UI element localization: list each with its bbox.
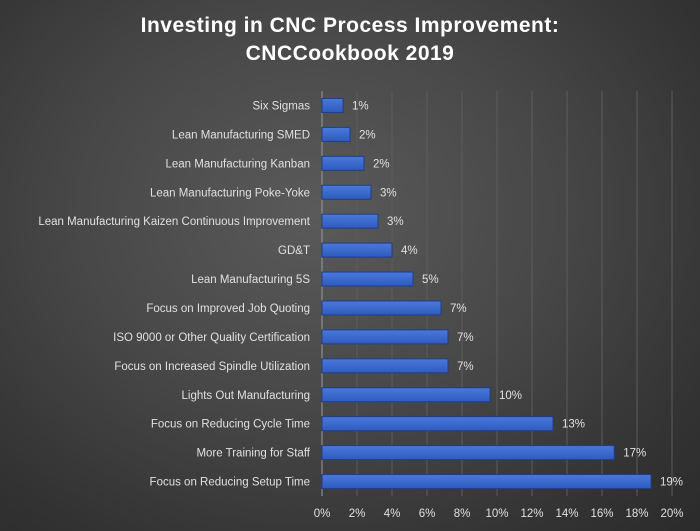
x-tick-label: 4% <box>384 508 401 520</box>
data-label: 2% <box>359 129 376 141</box>
bar <box>321 387 491 403</box>
category-label: Focus on Improved Job Quoting <box>146 303 310 315</box>
x-tick-label: 18% <box>625 508 648 520</box>
category-label: Six Sigmas <box>252 100 310 112</box>
category-label: Lights Out Manufacturing <box>182 390 311 402</box>
category-label: Lean Manufacturing SMED <box>172 129 310 141</box>
bar <box>321 271 414 287</box>
x-tick-label: 8% <box>454 508 471 520</box>
category-label: GD&T <box>278 245 310 257</box>
bar <box>321 242 393 258</box>
x-tick-label: 0% <box>314 508 331 520</box>
category-label: Lean Manufacturing Kanban <box>166 158 311 170</box>
bar <box>321 184 372 200</box>
category-label: Focus on Increased Spindle Utilization <box>114 361 310 373</box>
category-label: Lean Manufacturing Poke-Yoke <box>150 187 310 199</box>
data-label: 17% <box>623 448 646 460</box>
bar <box>321 445 615 461</box>
x-tick-label: 16% <box>590 508 613 520</box>
data-label: 4% <box>401 245 418 257</box>
bar <box>321 155 365 171</box>
x-tick-label: 2% <box>349 508 366 520</box>
data-label: 7% <box>450 303 467 315</box>
data-label: 19% <box>660 477 683 489</box>
category-label: Focus on Reducing Setup Time <box>150 477 310 489</box>
data-label: 3% <box>387 216 404 228</box>
chart-title: Investing in CNC Process Improvement: CN… <box>0 12 700 68</box>
data-label: 3% <box>380 187 397 199</box>
data-label: 2% <box>373 158 390 170</box>
data-label: 7% <box>457 361 474 373</box>
bar <box>321 474 652 490</box>
chart-title-line-2: CNCCookbook 2019 <box>245 42 455 65</box>
category-label: ISO 9000 or Other Quality Certification <box>113 332 310 344</box>
bar <box>321 358 449 374</box>
bar <box>321 126 351 142</box>
data-label: 1% <box>352 100 369 112</box>
category-label: Lean Manufacturing Kaizen Continuous Imp… <box>38 216 310 228</box>
category-label: More Training for Staff <box>196 448 310 460</box>
bar <box>321 416 554 432</box>
data-label: 7% <box>457 332 474 344</box>
x-tick-label: 12% <box>520 508 543 520</box>
bar <box>321 300 442 316</box>
data-label: 13% <box>562 419 585 431</box>
x-tick-label: 20% <box>660 508 683 520</box>
data-label: 10% <box>499 390 522 402</box>
bar <box>321 329 449 345</box>
bar <box>321 213 379 229</box>
data-label: 5% <box>422 274 439 286</box>
category-label: Focus on Reducing Cycle Time <box>151 419 310 431</box>
category-label: Lean Manufacturing 5S <box>191 274 310 286</box>
x-tick-label: 10% <box>485 508 508 520</box>
x-tick-label: 6% <box>419 508 436 520</box>
x-tick-label: 14% <box>555 508 578 520</box>
chart-title-line-1: Investing in CNC Process Improvement: <box>140 14 560 37</box>
bar <box>321 97 344 113</box>
